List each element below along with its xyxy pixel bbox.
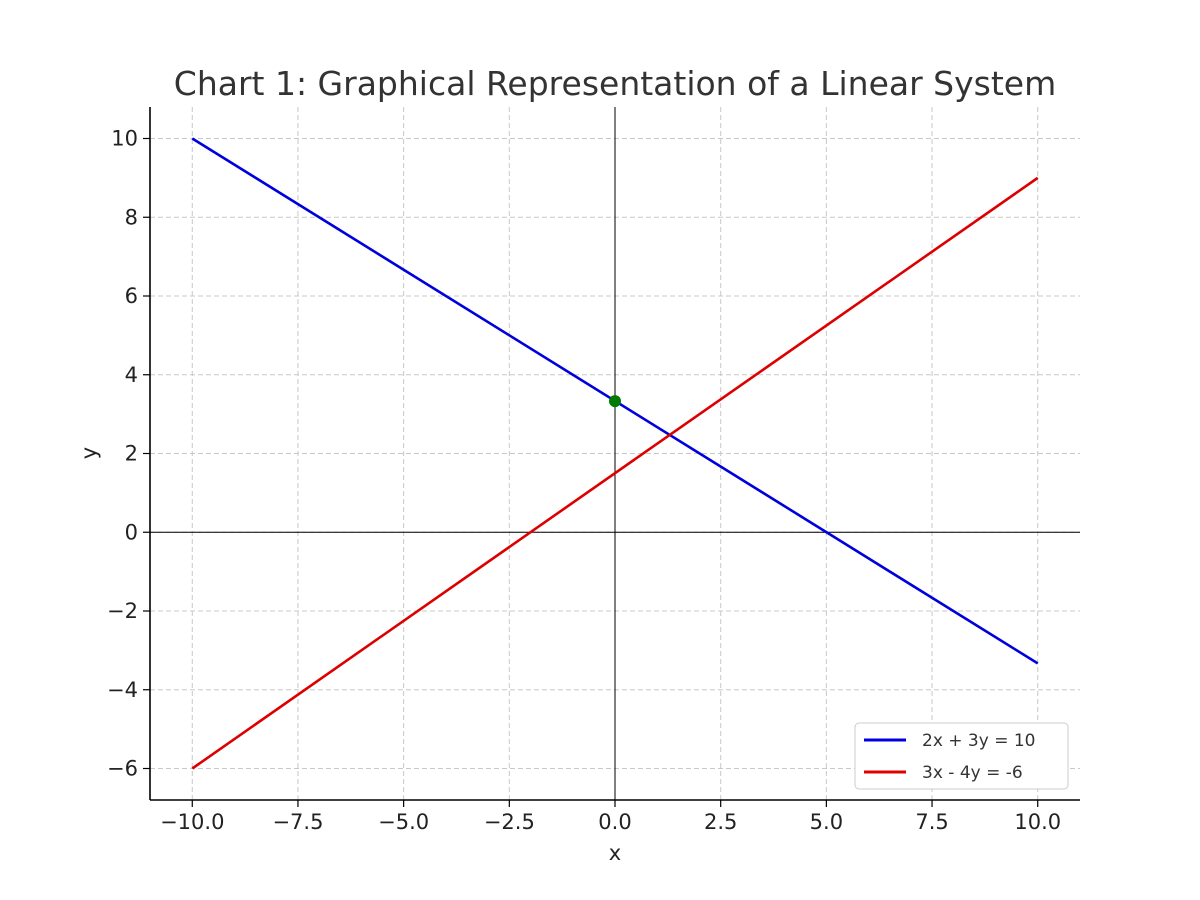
- y-axis-label: y: [77, 447, 101, 459]
- x-tick-label-8: 10.0: [1014, 810, 1061, 834]
- x-axis-label: x: [609, 841, 621, 865]
- x-tick-label-4: 0.0: [598, 810, 631, 834]
- legend-box: [854, 722, 1069, 790]
- legend-label-series-1: 2x + 3y = 10: [922, 731, 1036, 751]
- legend: 2x + 3y = 10 3x - 4y = -6: [854, 722, 1069, 790]
- tick-labels: −10.0 −7.5 −5.0 −2.5 0.0 2.5 5.0 7.5 10.0 −6 −4 −2 0…: [107, 127, 1061, 835]
- chart-title: Chart 1: Graphical Representation of a L…: [174, 64, 1056, 103]
- x-tick-label-3: −2.5: [484, 810, 535, 834]
- legend-label-series-2: 3x - 4y = -6: [922, 763, 1023, 783]
- series-line-2: [191, 176, 1039, 770]
- y-tick-label-3: 0: [125, 520, 138, 544]
- reference-lines: [150, 107, 1080, 800]
- y-tick-label-1: −4: [107, 678, 138, 702]
- intersection-point-1: [609, 395, 621, 408]
- y-tick-label-4: 2: [125, 442, 138, 466]
- x-tick-label-0: −10.0: [160, 810, 224, 834]
- y-tick-label-5: 4: [125, 363, 138, 387]
- y-tick-label-2: −2: [107, 599, 138, 623]
- y-tick-label-7: 8: [125, 205, 138, 229]
- y-tick-label-8: 10: [111, 127, 138, 151]
- x-tick-label-1: −7.5: [272, 810, 323, 834]
- x-tick-label-2: −5.0: [378, 810, 429, 834]
- axes: [143, 107, 1080, 807]
- x-tick-label-7: 7.5: [915, 810, 948, 834]
- x-tick-label-5: 2.5: [704, 810, 737, 834]
- x-tick-label-6: 5.0: [810, 810, 843, 834]
- points: [609, 395, 621, 408]
- y-tick-label-0: −6: [107, 757, 138, 781]
- y-tick-label-6: 6: [125, 284, 138, 308]
